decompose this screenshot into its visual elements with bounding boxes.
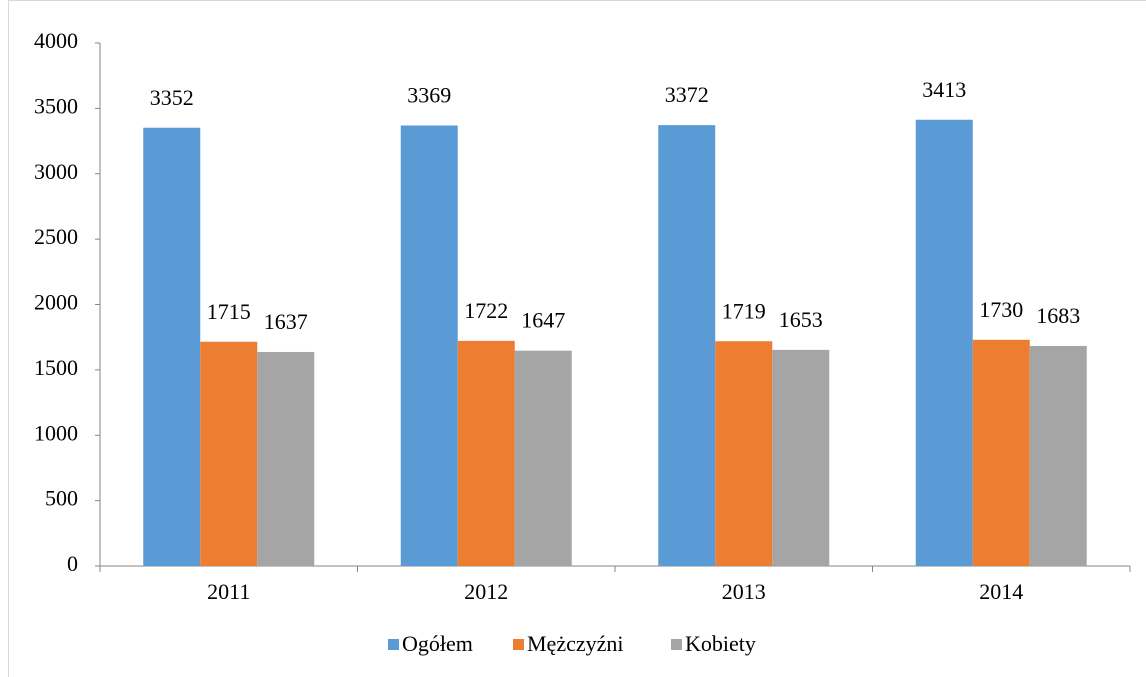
bar bbox=[514, 350, 572, 566]
chart-frame bbox=[8, 0, 1146, 677]
data-label: 3369 bbox=[407, 83, 451, 108]
y-tick-label: 2000 bbox=[34, 290, 78, 315]
data-label: 1637 bbox=[264, 309, 308, 334]
data-label: 1683 bbox=[1036, 303, 1080, 328]
y-tick-label: 4000 bbox=[34, 28, 78, 53]
data-label: 3352 bbox=[150, 85, 194, 110]
bar bbox=[257, 351, 315, 566]
bar bbox=[715, 341, 773, 566]
bar bbox=[200, 341, 258, 566]
x-tick-label: 2014 bbox=[979, 579, 1023, 604]
y-tick-label: 3500 bbox=[34, 93, 78, 118]
data-label: 1730 bbox=[979, 297, 1023, 322]
data-label: 1653 bbox=[779, 307, 823, 332]
y-tick-label: 1500 bbox=[34, 355, 78, 380]
data-label: 1715 bbox=[207, 299, 251, 324]
x-tick-label: 2013 bbox=[722, 579, 766, 604]
bar bbox=[143, 127, 201, 566]
y-tick-label: 0 bbox=[67, 551, 78, 576]
bar bbox=[772, 349, 830, 566]
data-label: 1647 bbox=[521, 308, 565, 333]
legend-label: Mężczyźni bbox=[527, 631, 624, 656]
x-tick-label: 2011 bbox=[207, 579, 250, 604]
bar bbox=[972, 339, 1030, 566]
bar bbox=[1029, 345, 1087, 566]
y-tick-label: 2500 bbox=[34, 224, 78, 249]
data-label: 3413 bbox=[922, 77, 966, 102]
bar bbox=[457, 340, 515, 566]
legend-label: Kobiety bbox=[685, 631, 756, 656]
bar bbox=[915, 119, 973, 567]
bar bbox=[400, 125, 458, 567]
data-label: 3372 bbox=[665, 82, 709, 107]
bar bbox=[658, 125, 716, 567]
legend-swatch bbox=[388, 639, 399, 650]
legend-label: Ogółem bbox=[402, 631, 473, 656]
y-tick-label: 1000 bbox=[34, 420, 78, 445]
data-label: 1719 bbox=[722, 298, 766, 323]
legend-swatch bbox=[671, 639, 682, 650]
data-label: 1722 bbox=[464, 298, 508, 323]
legend-swatch bbox=[513, 639, 524, 650]
y-tick-label: 3000 bbox=[34, 159, 78, 184]
x-tick-label: 2012 bbox=[464, 579, 508, 604]
y-tick-label: 500 bbox=[45, 486, 78, 511]
